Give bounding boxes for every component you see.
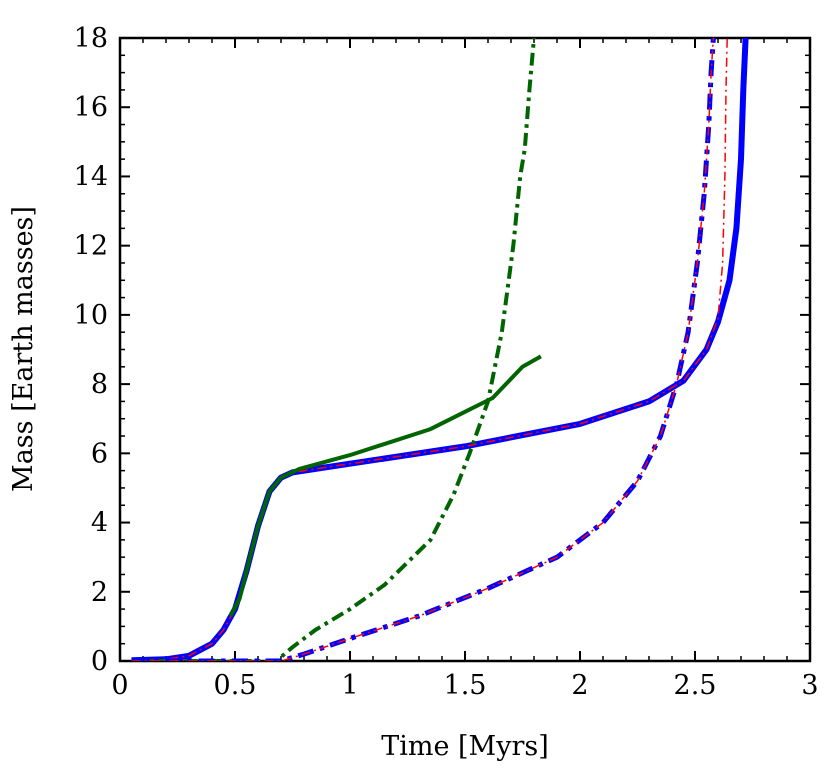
x-tick-labels: 0 0.5 1 1.5 2 2.5 3: [111, 670, 818, 701]
y-tick-label: 12: [74, 231, 108, 262]
y-axis-title: Mass [Earth masses]: [8, 206, 39, 492]
x-tick-label: 1: [341, 670, 358, 701]
y-tick-label: 18: [74, 23, 108, 54]
y-tick-label: 2: [91, 577, 108, 608]
series-line-3: [131, 38, 536, 661]
y-tick-label: 10: [74, 300, 108, 331]
y-tick-label: 8: [91, 369, 108, 400]
series-line-0: [131, 38, 749, 661]
x-tick-label: 0: [111, 670, 128, 701]
series-line-2: [228, 354, 542, 617]
y-tick-label: 4: [91, 508, 108, 539]
y-tick-label: 14: [74, 161, 108, 192]
x-tick-label: 0.5: [214, 670, 257, 701]
x-axis-title: Time [Myrs]: [381, 731, 549, 762]
tick-marks: [119, 37, 811, 662]
series-line-1: [131, 38, 728, 661]
x-tick-label: 2: [571, 670, 588, 701]
x-tick-label: 1.5: [444, 670, 487, 701]
y-tick-label: 6: [91, 438, 108, 469]
y-tick-label: 16: [74, 92, 108, 123]
y-tick-label: 0: [91, 646, 108, 677]
x-tick-label: 2.5: [674, 670, 717, 701]
x-tick-label: 3: [801, 670, 818, 701]
series-lines: [131, 38, 749, 661]
y-tick-labels: 0 2 4 6 8 10 12 14 16 18: [74, 23, 108, 677]
series-line-5: [131, 38, 715, 661]
series-line-4: [131, 38, 716, 661]
